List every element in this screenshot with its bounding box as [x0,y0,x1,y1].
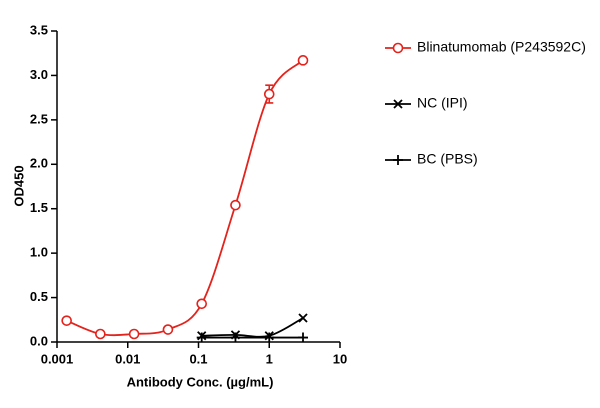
x-tick-label: 10 [333,351,347,366]
x-tick-label: 0.1 [189,351,207,366]
y-tick-label: 3.5 [30,22,48,37]
data-point [298,332,309,343]
y-tick-label: 1.5 [30,200,48,215]
y-tick-label: 1.0 [30,245,48,260]
data-point [263,88,275,100]
x-tick-label: 1 [266,351,273,366]
y-axis-title: OD450 [11,165,26,206]
data-point [264,332,275,343]
data-point [298,313,308,323]
legend-marker [393,155,403,165]
data-point [162,324,174,335]
y-tick-label: 2.5 [30,111,48,126]
y-tick-label: 3.0 [30,67,48,82]
legend-marker [392,42,404,54]
data-point [230,332,241,343]
y-tick-label: 0.0 [30,333,48,348]
series-line [66,59,304,337]
data-point [297,55,309,66]
x-tick-label: 0.001 [41,351,74,366]
x-axis-title: Antibody Conc. (µg/mL) [127,374,274,389]
legend-label: BC (PBS) [417,151,478,167]
legend-label: NC (IPI) [417,95,468,111]
series-line [201,317,304,338]
data-point [128,328,140,340]
data-point [61,315,72,326]
legend-label: Blinatumomab (P243592C) [417,39,586,55]
data-point [95,328,106,340]
data-point [230,199,241,211]
data-point [196,332,207,343]
y-tick-label: 2.0 [30,156,48,171]
y-tick-label: 0.5 [30,289,48,304]
x-tick-label: 0.01 [115,351,140,366]
legend-marker [393,99,403,109]
data-point [196,298,208,310]
